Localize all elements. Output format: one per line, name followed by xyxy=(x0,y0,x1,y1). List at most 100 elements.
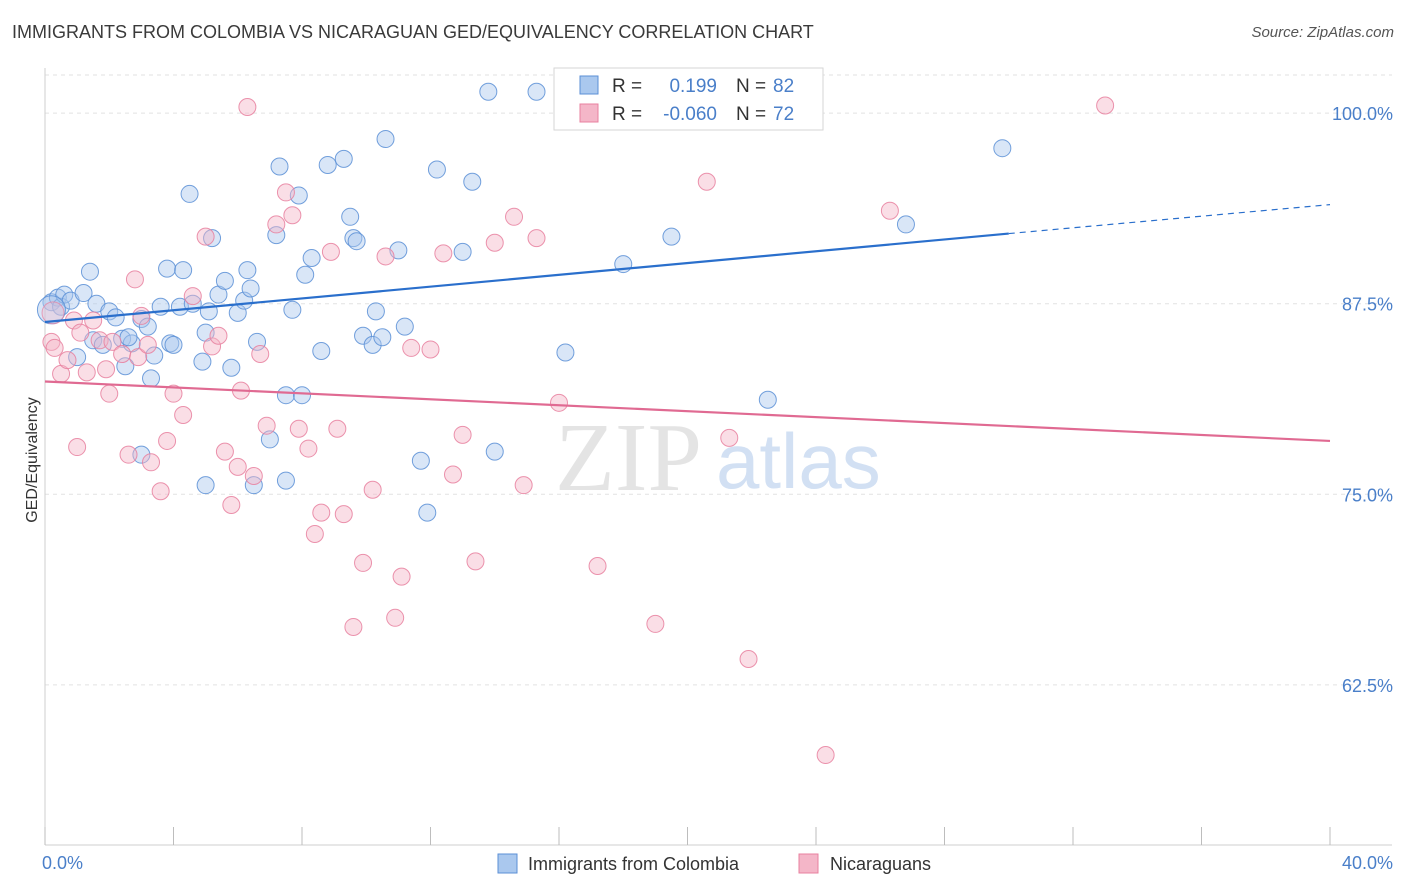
colombia-point xyxy=(106,308,125,327)
nicaraguan-point xyxy=(257,416,276,435)
nicaraguan-point xyxy=(276,183,295,202)
stats-swatch-blue xyxy=(579,75,599,95)
tick-label-layer: 100.0% 87.5% 75.0% 62.5% 0.0% 40.0% xyxy=(42,104,1393,873)
nicaraguan-point xyxy=(158,431,177,450)
nicaraguan-point xyxy=(328,419,347,438)
nicaraguan-point xyxy=(434,244,453,263)
stats-legend-box xyxy=(553,67,824,131)
colombia-point xyxy=(344,229,363,248)
nicaraguan-point xyxy=(142,453,161,472)
colombia-point xyxy=(411,451,430,470)
nicaraguan-point xyxy=(312,503,331,522)
nicaraguan-point xyxy=(376,247,395,266)
colombia-point xyxy=(993,139,1012,158)
nicaraguan-point xyxy=(646,614,665,633)
nicaraguan-point xyxy=(421,340,440,359)
colombia-point xyxy=(363,335,382,354)
colombia-point xyxy=(479,82,498,101)
nicaraguan-point xyxy=(514,476,533,495)
colombia-point xyxy=(241,279,260,298)
nicaraguan-point xyxy=(720,428,739,447)
colombia-point xyxy=(556,343,575,362)
nicaraguan-point xyxy=(816,746,835,765)
colombia-point xyxy=(293,386,311,405)
nicaraguan-point xyxy=(289,419,308,438)
nicaraguan-point xyxy=(138,335,157,354)
colombia-point xyxy=(138,317,157,336)
colombia-point xyxy=(193,352,212,371)
colombia-point xyxy=(418,503,437,522)
nicaraguan-point xyxy=(739,649,758,668)
colombia-point xyxy=(312,341,331,360)
nicaraguan-point xyxy=(90,331,109,350)
nicaraguan-point xyxy=(228,457,247,476)
colombia-point xyxy=(68,348,87,367)
nicaraguan-point xyxy=(402,338,421,357)
nicaraguan-point xyxy=(129,348,148,367)
y-tick-label: 75.0% xyxy=(1342,485,1393,505)
y-axis-label: GED/Equivalency xyxy=(24,397,41,522)
colombia-point xyxy=(376,130,395,149)
colombia-point xyxy=(366,302,385,321)
colombia-point xyxy=(527,82,546,101)
nicaraguan-point xyxy=(84,311,103,330)
nicaraguan-point xyxy=(505,207,524,226)
stats-n-label-blue: N = xyxy=(736,76,766,97)
nicaraguan-point xyxy=(527,229,546,248)
nicaraguan-point xyxy=(238,98,257,117)
nicaraguan-trend-line xyxy=(44,380,1331,443)
nicaraguan-point xyxy=(453,425,472,444)
stats-r-label-blue: R = xyxy=(612,76,642,97)
colombia-point xyxy=(145,346,164,365)
colombia-point xyxy=(132,445,151,464)
stats-legend: R = 0.199 N = 82 R = -0.060 N = 72 xyxy=(553,67,824,131)
nicaraguan-point xyxy=(344,617,363,636)
nicaraguan-point xyxy=(97,360,116,379)
colombia-point xyxy=(296,265,315,284)
colombia-point xyxy=(267,226,286,245)
nicaraguan-point xyxy=(334,505,353,524)
nicaraguan-point xyxy=(466,552,485,571)
grid-layer xyxy=(45,74,1392,686)
colombia-point xyxy=(142,369,161,388)
colombia-point xyxy=(276,471,295,490)
colombia-point xyxy=(119,328,138,347)
colombia-point xyxy=(662,227,681,246)
colombia-point xyxy=(244,476,263,495)
nicaraguan-point xyxy=(215,442,234,461)
legend-swatch-nicaraguans xyxy=(798,853,819,874)
colombia-point xyxy=(318,155,337,174)
colombia-point xyxy=(896,215,915,234)
colombia-point xyxy=(164,335,183,354)
nicaraguan-point xyxy=(244,467,263,486)
nicaraguan-point xyxy=(68,438,87,457)
colombia-point xyxy=(283,300,302,319)
nicaraguan-point xyxy=(880,201,899,220)
nicaraguan-point xyxy=(45,338,64,357)
colombia-point xyxy=(395,317,414,336)
colombia-point xyxy=(222,358,241,377)
nicaraguan-point xyxy=(119,445,138,464)
nicaraguan-point xyxy=(183,287,202,306)
colombia-point xyxy=(463,172,482,191)
points-layer xyxy=(36,82,1115,765)
nicaraguan-point xyxy=(103,332,122,351)
colombia-point xyxy=(302,248,321,267)
colombia-point xyxy=(174,261,193,280)
nicaraguan-point xyxy=(1096,96,1115,115)
colombia-point xyxy=(215,271,234,290)
nicaraguan-point xyxy=(174,406,193,425)
nicaraguan-point xyxy=(443,465,462,484)
nicaraguan-point xyxy=(203,337,222,356)
stats-r-label-pink: R = xyxy=(612,104,642,125)
nicaraguan-point xyxy=(71,323,90,342)
nicaraguan-point xyxy=(113,345,132,364)
stats-n-label-pink: N = xyxy=(736,104,766,125)
colombia-point xyxy=(354,326,373,345)
colombia-point xyxy=(270,157,289,176)
nicaraguan-point xyxy=(321,242,340,261)
nicaraguan-point xyxy=(485,233,504,252)
nicaraguan-point xyxy=(392,567,411,586)
x-tick-label-min: 0.0% xyxy=(42,853,83,873)
